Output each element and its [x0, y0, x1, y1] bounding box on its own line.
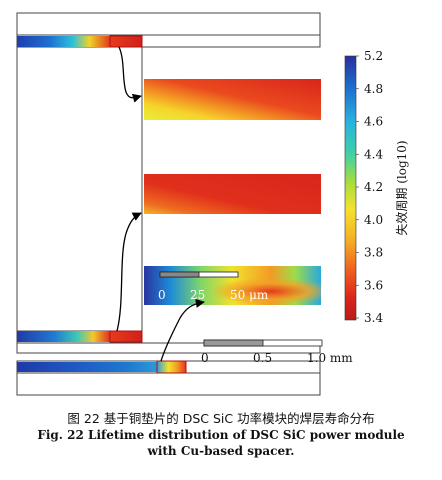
zoom-arrows — [116, 46, 205, 362]
scale-bar-macro: 0 0.5 1.0 mm — [201, 339, 353, 365]
scale-macro-label-10: 1.0 mm — [307, 351, 353, 365]
zoom-panel-top — [144, 79, 321, 120]
caption-english: Fig. 22 Lifetime distribution of DSC SiC… — [20, 427, 422, 459]
top-solder-hotspot — [109, 35, 143, 48]
caption-chinese: 图 22 基于铜垫片的 DSC SiC 功率模块的焊层寿命分布 — [67, 411, 375, 426]
scale-macro-label-05: 0.5 — [253, 351, 272, 365]
colorbar-tick-label: 4.6 — [364, 115, 383, 129]
mid-solder-contour — [17, 331, 110, 342]
arrow-middle — [116, 212, 142, 332]
colorbar: 5.2 4.8 4.6 4.4 4.2 4.0 3.8 3.6 3.4 失效周期 (log10) — [344, 49, 409, 325]
scale-micro-label-0: 0 — [158, 288, 166, 302]
colorbar-tick-label: 4.8 — [364, 82, 383, 96]
colorbar-tick-label: 3.8 — [364, 246, 383, 260]
zoom-panels — [144, 79, 321, 305]
scale-macro-label-0: 0 — [201, 351, 209, 365]
colorbar-tick-label: 3.4 — [364, 311, 383, 325]
scale-bar-micro: 0 25 50 μm — [158, 271, 269, 302]
colorbar-tick-label: 4.2 — [364, 180, 383, 194]
zoom-panel-middle — [144, 174, 321, 214]
bottom-solder-contour — [17, 362, 157, 372]
colorbar-tick-label: 4.4 — [364, 147, 383, 161]
scale-micro-label-25: 25 — [190, 288, 205, 302]
top-substrate — [16, 12, 321, 36]
solder-layers — [17, 35, 187, 374]
arrow-top — [118, 46, 142, 103]
top-solder-contour — [17, 36, 110, 47]
mid-solder-hotspot — [109, 330, 143, 343]
spacer-left-wall — [16, 46, 143, 332]
colorbar-tick-label: 3.6 — [364, 278, 383, 292]
caption-english-line1: Fig. 22 Lifetime distribution of DSC SiC… — [37, 428, 405, 442]
colorbar-ticks: 5.2 4.8 4.6 4.4 4.2 4.0 3.8 3.6 3.4 — [356, 49, 383, 325]
colorbar-gradient — [344, 55, 357, 321]
arrow-bottom — [160, 298, 205, 362]
scale-micro-label-50: 50 μm — [230, 288, 269, 302]
colorbar-tick-label: 5.2 — [364, 49, 383, 63]
colorbar-title: 失效周期 (log10) — [394, 140, 409, 235]
caption-english-line2: with Cu-based spacer. — [147, 444, 295, 458]
colorbar-tick-label: 4.0 — [364, 213, 383, 227]
bottom-solder-hotspot — [156, 360, 187, 374]
bottom-substrate — [16, 372, 321, 396]
